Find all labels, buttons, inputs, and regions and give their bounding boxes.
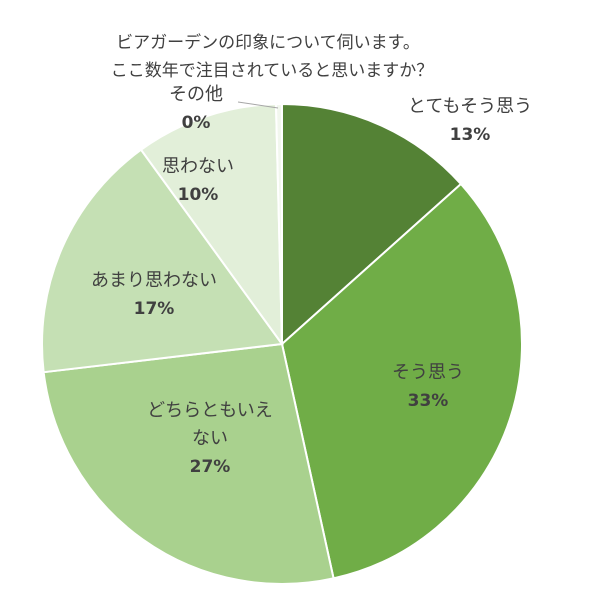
other-leader-line [237, 101, 279, 109]
slice-label-0-line-0: とてもそう思う [408, 96, 532, 117]
slice-label-3: あまり思わない 17% [91, 270, 217, 319]
slice-label-0: とてもそう思う 13% [408, 96, 532, 145]
slice-label-2-line-1: ない [192, 428, 228, 449]
pie-slice-2 [42, 342, 335, 585]
pie-slices [41, 102, 523, 585]
chart-title-line-2: ここ数年で注目されていると思いますか？ [111, 61, 434, 81]
slice-percent-3: 17% [134, 299, 175, 319]
pie-slice-5 [274, 102, 283, 345]
pie-slice-3 [41, 148, 284, 374]
slice-label-1-line-0: そう思う [392, 362, 464, 383]
slice-percent-4: 10% [178, 185, 219, 205]
pie-slice-0 [281, 102, 463, 347]
slice-label-3-line-0: あまり思わない [91, 270, 217, 291]
slice-label-5-line-0: その他 [169, 84, 223, 105]
slice-label-4-line-0: 思わない [162, 156, 234, 177]
slice-percent-0: 13% [450, 125, 491, 145]
chart-title: ビアガーデンの印象について伺います。 ここ数年で注目されていると思いますか？ [111, 32, 434, 81]
slice-label-1: そう思う 33% [392, 362, 464, 411]
chart-title-line-1: ビアガーデンの印象について伺います。 [116, 32, 420, 53]
slice-percent-2: 27% [190, 457, 231, 477]
slice-label-4: 思わない 10% [162, 156, 234, 205]
pie-slice-1 [280, 182, 523, 580]
slice-label-2-line-0: どちらともいえ [147, 400, 273, 421]
pie-slice-4 [139, 103, 284, 348]
slice-percent-1: 33% [408, 391, 449, 411]
slice-label-5: その他 0% [169, 84, 223, 133]
slice-percent-5: 0% [182, 113, 211, 133]
